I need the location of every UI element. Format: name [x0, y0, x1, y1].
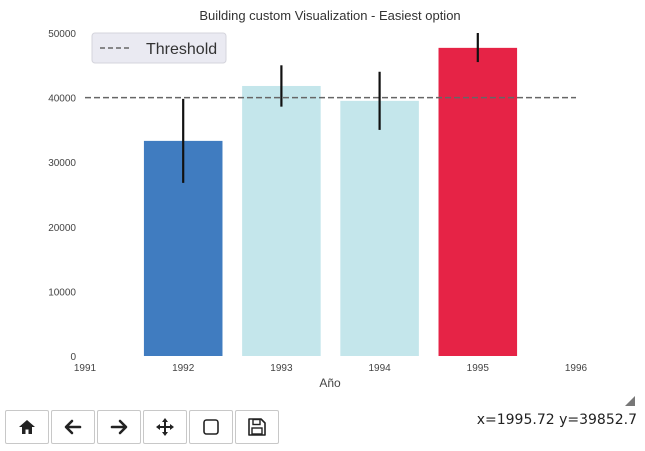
home-icon: [19, 420, 35, 434]
cursor-coordinates: x=1995.72 y=39852.7: [476, 412, 637, 428]
forward-button[interactable]: [97, 410, 141, 444]
y-tick-label: 30000: [48, 158, 76, 169]
chart-title: Building custom Visualization - Easiest …: [199, 8, 460, 23]
x-tick-label: 1995: [467, 363, 490, 374]
legend-box: [91, 32, 227, 64]
x-tick-label: 1992: [172, 363, 195, 374]
x-tick-label: 1994: [368, 363, 391, 374]
back-button[interactable]: [51, 410, 95, 444]
y-tick-label: 40000: [48, 94, 76, 105]
save-button[interactable]: [235, 410, 279, 444]
move-icon: [156, 418, 174, 436]
bar-1993[interactable]: [242, 85, 321, 357]
legend: Threshold: [91, 32, 227, 64]
zoom-rect-icon: [203, 419, 219, 435]
bar-1995[interactable]: [438, 47, 518, 356]
x-tick-label: 1991: [74, 363, 97, 374]
navigation-toolbar: [5, 410, 281, 444]
arrow-right-icon: [110, 419, 128, 435]
resize-grip-icon[interactable]: [625, 396, 635, 406]
x-tick-label: 1996: [565, 363, 588, 374]
y-tick-label: 10000: [48, 287, 76, 298]
zoom-button[interactable]: [189, 410, 233, 444]
y-tick-label: 0: [70, 352, 76, 363]
plot-area[interactable]: 1991 1992 1993 1994 1995 1996 0 10000 20000 30000…: [48, 29, 587, 374]
x-tick-label: 1993: [270, 363, 293, 374]
bar-1994[interactable]: [340, 100, 419, 356]
arrow-left-icon: [64, 419, 82, 435]
legend-threshold-label: Threshold: [146, 41, 217, 58]
figure-canvas[interactable]: Building custom Visualization - Easiest …: [0, 0, 645, 400]
y-tick-label: 50000: [48, 29, 76, 40]
pan-button[interactable]: [143, 410, 187, 444]
save-icon: [248, 418, 266, 436]
x-axis-label: Año: [319, 376, 341, 390]
y-tick-label: 20000: [48, 223, 76, 234]
home-button[interactable]: [5, 410, 49, 444]
